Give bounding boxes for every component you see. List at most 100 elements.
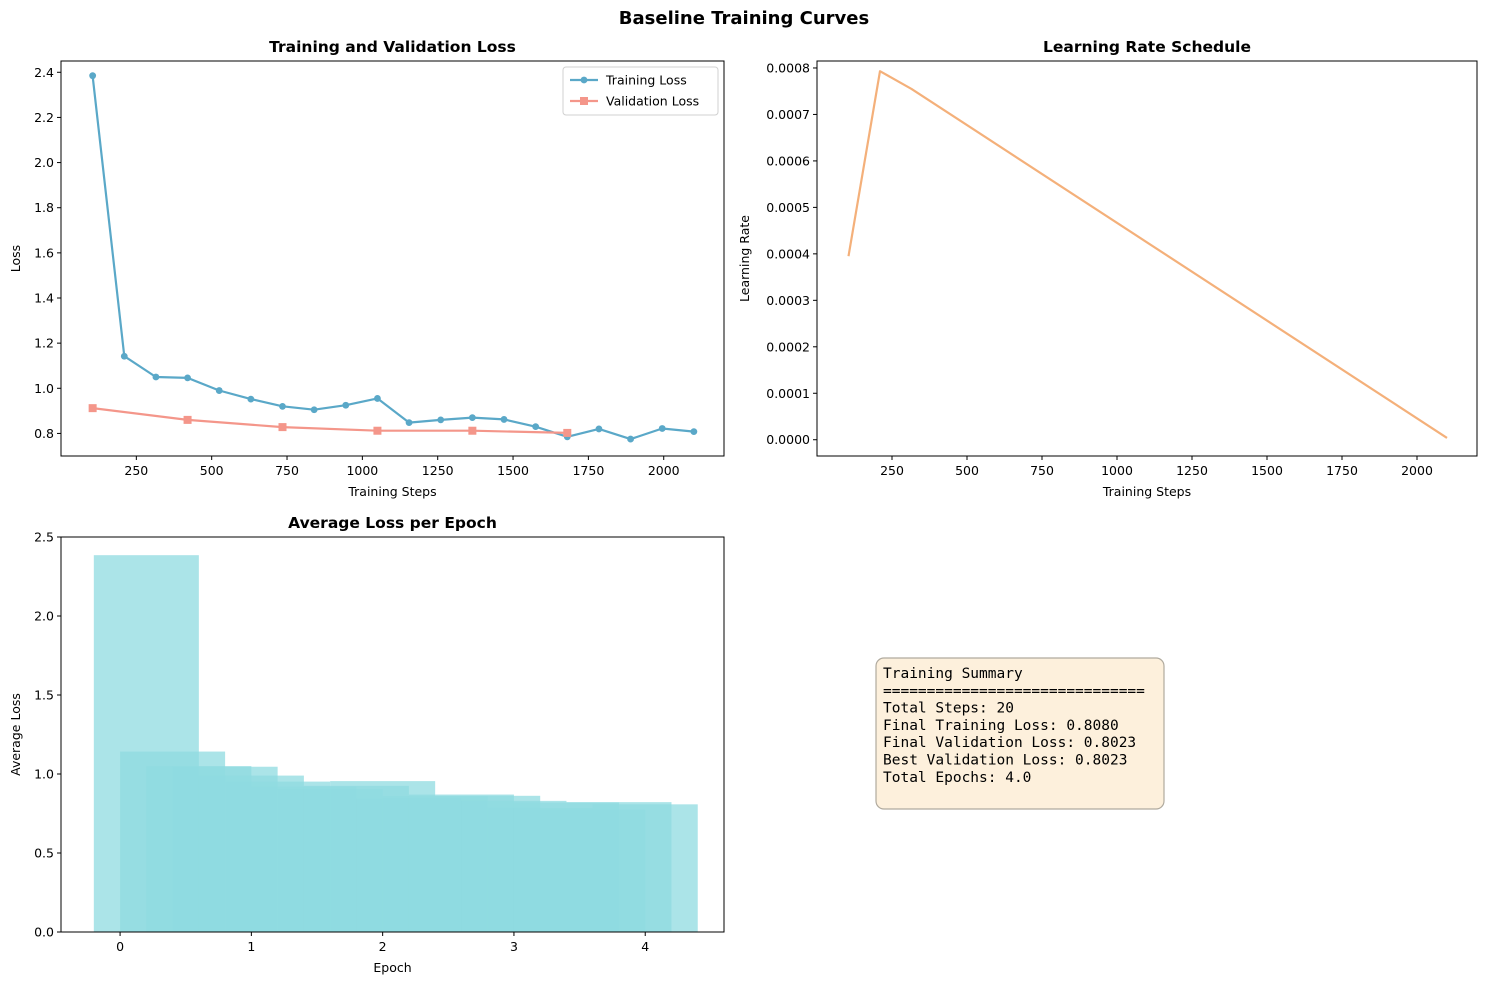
x-tick-label: 1750 xyxy=(572,463,604,478)
y-axis-label: Loss xyxy=(8,245,23,272)
x-tick-label: 1250 xyxy=(422,463,454,478)
epoch-bar xyxy=(592,804,698,932)
data-point xyxy=(278,423,287,432)
x-tick-label: 2000 xyxy=(1401,463,1433,478)
x-tick-label: 250 xyxy=(880,463,904,478)
legend-label: Training Loss xyxy=(605,73,687,88)
legend xyxy=(562,66,719,116)
data-point xyxy=(563,428,572,437)
data-point xyxy=(437,416,445,424)
y-tick-label: 0.0006 xyxy=(766,153,810,168)
data-point xyxy=(658,425,666,432)
data-point xyxy=(183,415,192,424)
data-point xyxy=(152,373,160,381)
y-tick-label: 1.0 xyxy=(34,767,54,782)
summary-panel xyxy=(875,657,1165,810)
data-point xyxy=(373,426,382,435)
summary-line: Training Summary xyxy=(883,666,1023,682)
data-point xyxy=(532,423,540,431)
x-tick-label: 1000 xyxy=(1101,463,1133,478)
epoch-loss-chart: Average Loss per Epoch 0 1 2 3 4 0.0 0.5 1.0 1.5 2… xyxy=(8,514,725,975)
y-tick-label: 1.5 xyxy=(34,688,54,703)
data-point xyxy=(310,406,318,414)
series-line xyxy=(92,407,568,434)
y-tick-label: 0.0004 xyxy=(766,246,810,261)
x-tick-label: 750 xyxy=(275,463,299,478)
data-point xyxy=(279,402,286,410)
legend-marker xyxy=(580,97,588,105)
learning-rate-chart: Learning Rate Schedule 250 500 750 1000 1250 1… xyxy=(737,38,1478,499)
data-point xyxy=(468,414,476,422)
y-tick-label: 1.4 xyxy=(34,291,54,306)
y-tick-label: 0.5 xyxy=(34,846,54,861)
x-tick-label: 3 xyxy=(510,939,518,954)
loss-chart: Training and Validation Loss 250 500 750 100… xyxy=(8,38,725,499)
summary-line: Total Steps: 20 xyxy=(883,701,1014,717)
x-tick-label: 500 xyxy=(955,463,979,478)
x-tick-label: 1500 xyxy=(1251,463,1283,478)
y-tick-label: 0.0000 xyxy=(766,432,810,447)
y-tick-label: 1.6 xyxy=(34,245,54,260)
y-tick-label: 0.0003 xyxy=(766,293,810,308)
y-tick-label: 2.2 xyxy=(34,110,54,125)
data-point xyxy=(247,395,255,403)
summary-line: Best Validation Loss: 0.8023 xyxy=(883,753,1127,769)
y-tick-label: 2.0 xyxy=(34,155,54,170)
x-tick-label: 1 xyxy=(247,939,255,954)
y-axis-label: Average Loss xyxy=(8,693,23,776)
x-tick-label: 750 xyxy=(1030,463,1054,478)
y-tick-label: 0.0008 xyxy=(766,60,810,75)
y-tick-label: 1.8 xyxy=(34,200,54,215)
summary-line: Final Validation Loss: 0.8023 xyxy=(883,735,1136,751)
series-line xyxy=(91,75,695,441)
summary-line: Final Training Loss: 0.8080 xyxy=(883,718,1119,734)
data-point xyxy=(690,428,698,436)
y-tick-label: 0.0 xyxy=(34,925,54,940)
x-axis-label: Epoch xyxy=(373,960,411,975)
training-summary-box: Training Summary========================… xyxy=(875,657,1165,810)
y-axis-label: Learning Rate xyxy=(737,215,752,302)
x-tick-label: 250 xyxy=(124,463,148,478)
x-tick-label: 1000 xyxy=(346,463,378,478)
y-tick-label: 0.0005 xyxy=(766,200,810,215)
data-point xyxy=(120,352,128,360)
series-line xyxy=(847,70,1448,439)
data-point xyxy=(595,425,603,433)
y-tick-label: 0.0002 xyxy=(766,339,810,354)
y-tick-label: 0.0001 xyxy=(766,386,810,401)
y-tick-label: 2.5 xyxy=(34,530,54,545)
legend-label: Validation Loss xyxy=(606,94,699,109)
data-point xyxy=(374,395,381,402)
y-tick-label: 2.4 xyxy=(34,65,54,80)
chart-title: Training and Validation Loss xyxy=(269,38,516,56)
axes-frame xyxy=(60,60,725,457)
x-axis-label: Training Steps xyxy=(1102,484,1191,499)
x-tick-label: 1250 xyxy=(1176,463,1208,478)
y-tick-label: 1.2 xyxy=(34,336,54,351)
data-point xyxy=(215,387,223,394)
x-tick-label: 0 xyxy=(116,939,124,954)
x-tick-label: 4 xyxy=(641,939,649,954)
data-point xyxy=(89,72,97,80)
summary-line: Total Epochs: 4.0 xyxy=(883,770,1031,786)
data-point xyxy=(405,419,413,426)
data-point xyxy=(500,416,508,423)
x-axis-label: Training Steps xyxy=(347,484,436,499)
chart-title: Learning Rate Schedule xyxy=(1043,38,1251,56)
data-point xyxy=(342,401,350,409)
data-point xyxy=(184,374,191,382)
x-tick-label: 500 xyxy=(200,463,224,478)
y-tick-label: 2.0 xyxy=(34,609,54,624)
y-tick-label: 0.8 xyxy=(34,426,54,441)
axes-frame xyxy=(60,536,725,933)
axes-frame xyxy=(816,60,1478,457)
y-tick-label: 1.0 xyxy=(34,381,54,396)
x-tick-label: 1750 xyxy=(1326,463,1358,478)
x-tick-label: 1500 xyxy=(497,463,529,478)
data-point xyxy=(627,435,634,443)
chart-title: Average Loss per Epoch xyxy=(288,514,497,532)
x-tick-label: 2000 xyxy=(648,463,680,478)
data-point xyxy=(88,404,97,413)
figure-title: Baseline Training Curves xyxy=(619,8,869,29)
x-tick-label: 2 xyxy=(379,939,387,954)
